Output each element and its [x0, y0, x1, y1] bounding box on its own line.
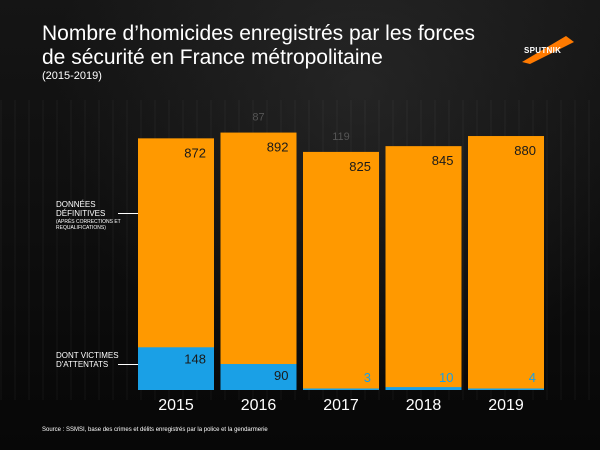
year-label-2015: 2015: [158, 397, 194, 414]
year-label-2018: 2018: [406, 397, 442, 414]
ghost-label-2016: 87: [252, 112, 264, 124]
value-label-terror-2017: 3: [364, 370, 371, 385]
value-label-terror-2016: 90: [274, 368, 288, 383]
value-label-terror-2019: 4: [529, 370, 536, 385]
bar-terror-2018: [385, 387, 462, 390]
bar-terror-2016: [220, 364, 297, 390]
bar-terror-2019: [468, 388, 544, 390]
bar-terror-2015: [138, 347, 214, 390]
label-final-data-text: DONNÉES DÉFINITIVES: [56, 200, 106, 218]
label-final-data: DONNÉES DÉFINITIVES (APRÈS CORRECTIONS E…: [56, 200, 136, 231]
label-final-data-note: (APRÈS CORRECTIONS ET REQUALIFICATIONS): [56, 219, 121, 231]
year-label-2016: 2016: [241, 397, 277, 414]
final-data-connector: [118, 213, 138, 214]
value-label-terror-2015: 148: [184, 351, 206, 366]
bar-total-2018: [385, 146, 462, 390]
source-note: Source : SSMSI, base des crimes et délit…: [42, 427, 268, 433]
bar-total-2017: [303, 151, 379, 390]
value-label-total-2018: 845: [432, 153, 454, 168]
year-label-2019: 2019: [488, 397, 524, 414]
logo-swoosh: [522, 36, 574, 64]
value-label-total-2019: 880: [514, 143, 536, 158]
chart-title: Nombre d’homicides enregistrés par les f…: [42, 22, 476, 69]
logo-text: SPUTNIK: [524, 46, 562, 55]
label-terror-victims: DONT VICTIMES D'ATTENTATS: [56, 351, 119, 369]
sputnik-logo-icon: [522, 36, 574, 64]
terror-connector: [118, 364, 138, 365]
value-label-total-2016: 892: [267, 140, 289, 155]
value-label-total-2017: 825: [349, 159, 371, 174]
value-label-total-2015: 872: [184, 145, 206, 160]
bar-total-2019: [468, 136, 544, 390]
ghost-label-2017: 119: [332, 131, 350, 143]
value-label-terror-2018: 10: [439, 370, 453, 385]
bar-terror-2017: [303, 388, 379, 390]
year-label-2017: 2017: [323, 397, 359, 414]
bar-total-2016: [220, 132, 297, 391]
chart-subtitle: (2015-2019): [42, 70, 102, 82]
